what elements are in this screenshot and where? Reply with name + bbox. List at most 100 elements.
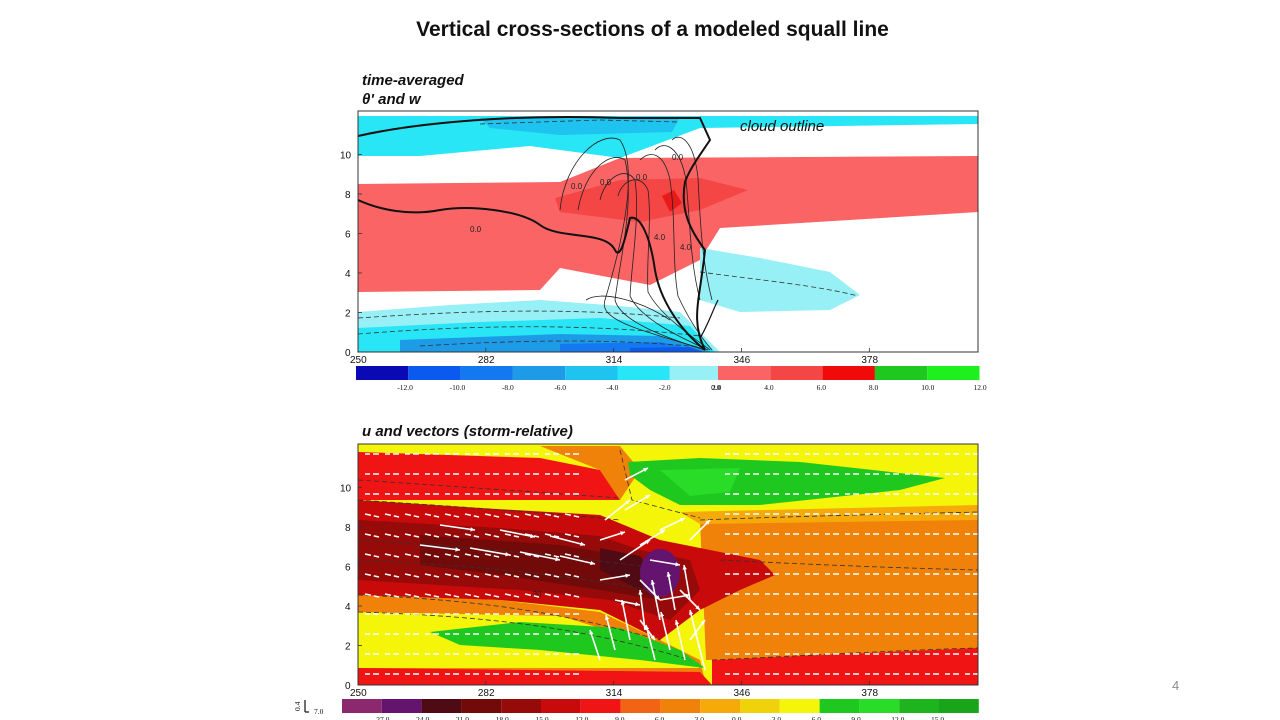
colorbar-swatch	[580, 699, 621, 713]
wind-vector	[364, 553, 380, 558]
cold-pool-min	[630, 347, 704, 352]
colorbar-swatch	[342, 699, 382, 713]
rear-surface-red	[358, 668, 712, 685]
colorbar-tick-label: 0.0	[732, 715, 742, 720]
wind-vector	[364, 573, 380, 578]
wind-vector	[549, 535, 586, 546]
colorbar-tick-label: -10.0	[450, 383, 466, 392]
wind-vector	[544, 573, 560, 578]
y-tick-label: 4	[345, 602, 351, 613]
wind-vector	[659, 594, 691, 601]
colorbar-tick-label: -6.0	[554, 383, 566, 392]
x-tick-label: 378	[861, 688, 878, 699]
wind-vector	[694, 629, 706, 671]
rear-upper-red	[358, 452, 620, 500]
wind-vector	[544, 513, 560, 518]
wind-vector	[444, 513, 460, 518]
wind-vector	[464, 533, 480, 538]
y-tick-label: 8	[345, 190, 351, 201]
wind-vector	[544, 553, 560, 558]
wind-vector	[424, 573, 440, 578]
contour-label: 0.0	[571, 182, 583, 191]
wind-vector	[524, 513, 540, 518]
wind-vector	[484, 533, 500, 538]
wind-vector	[504, 573, 520, 578]
wind-vector	[404, 593, 420, 598]
vector-scale-label: 7.0	[314, 707, 324, 716]
colorbar-tick-label: -2.0	[659, 383, 671, 392]
wind-vector	[404, 513, 420, 518]
colorbar-swatch	[617, 366, 670, 380]
colorbar-swatch	[512, 366, 566, 380]
wind-vector	[660, 611, 671, 651]
colorbar-swatch	[770, 366, 823, 380]
top-plot-area: 0.0 0.0 0.0 4.0 0.0 4.0 0.0 cloud outlin…	[358, 111, 978, 352]
wind-vector	[384, 553, 400, 558]
contour-label: 0.0	[600, 178, 612, 187]
x-tick-label: 250	[350, 355, 367, 366]
top-y-axis-ticks: 0 2 4 6 8 10	[340, 150, 362, 359]
rear-inflow-jet-min	[640, 549, 680, 597]
colorbar-swatch	[927, 366, 980, 380]
wind-vector	[524, 573, 540, 578]
wind-vector	[424, 513, 440, 518]
wind-vector	[544, 593, 560, 598]
wind-vector	[484, 593, 500, 598]
wind-vector-head	[650, 580, 656, 585]
colorbar-tick-label: 4.0	[764, 383, 774, 392]
wind-vector	[605, 614, 616, 651]
x-tick-label: 378	[861, 355, 878, 366]
wind-vector-head	[700, 620, 705, 625]
top-panel-title-line1: time-averaged	[362, 72, 465, 89]
colorbar-swatch	[565, 366, 618, 380]
wind-vector	[675, 619, 686, 661]
wind-vector-head	[685, 593, 690, 598]
wind-vector	[424, 593, 440, 598]
x-tick-label: 282	[478, 355, 495, 366]
y-tick-label: 2	[345, 308, 351, 319]
wind-vector	[384, 533, 400, 538]
colorbar-swatch	[669, 366, 723, 380]
wind-vector	[384, 573, 400, 578]
slide-title: Vertical cross-sections of a modeled squ…	[416, 18, 889, 41]
wind-vector	[639, 529, 666, 546]
wind-vector	[424, 533, 440, 538]
wind-vector	[667, 571, 676, 611]
bottom-panel-title: u and vectors (storm-relative)	[362, 423, 573, 440]
wind-vector-head	[674, 620, 680, 625]
colorbar-tick-label: 3.0	[772, 715, 782, 720]
y-tick-label: 2	[345, 641, 351, 652]
x-tick-label: 250	[350, 688, 367, 699]
colorbar-swatch	[740, 699, 780, 713]
colorbar-tick-label: -18.0	[493, 715, 509, 720]
wind-vector	[659, 517, 686, 531]
colorbar-tick-label: 0.0	[711, 383, 721, 392]
wind-vector	[404, 573, 420, 578]
bottom-plot-area: -30	[358, 444, 978, 685]
wind-vector-head	[645, 495, 650, 500]
colorbar-swatch	[421, 699, 462, 713]
bottom-y-axis-ticks: 0 2 4 6 8 10	[340, 483, 362, 692]
wind-vector	[419, 544, 461, 551]
colorbar-tick-label: -9.0	[613, 715, 625, 720]
y-tick-label: 10	[340, 483, 352, 494]
rear-upper-orange	[540, 446, 640, 500]
cloud-outline	[358, 115, 712, 351]
colorbar-swatch	[779, 699, 820, 713]
wind-vector	[504, 533, 520, 538]
wind-vector	[564, 513, 580, 518]
wind-vector-head	[675, 562, 680, 567]
slide-number: 4	[1172, 678, 1180, 693]
wind-vector-head	[660, 530, 665, 535]
colorbar-tick-label: 15.0	[931, 715, 944, 720]
wind-vector	[651, 579, 661, 621]
vector-scale-key: 0.4 7.0	[293, 700, 324, 716]
wind-vector	[464, 553, 480, 558]
colorbar-swatch	[541, 699, 581, 713]
top-x-axis-ticks: 250 282 314 346 378	[350, 348, 878, 366]
colorbar-swatch	[620, 699, 661, 713]
colorbar-tick-label: -27.0	[374, 715, 390, 720]
contour-label: 0.0	[672, 153, 684, 162]
wind-vector-head	[650, 635, 655, 640]
